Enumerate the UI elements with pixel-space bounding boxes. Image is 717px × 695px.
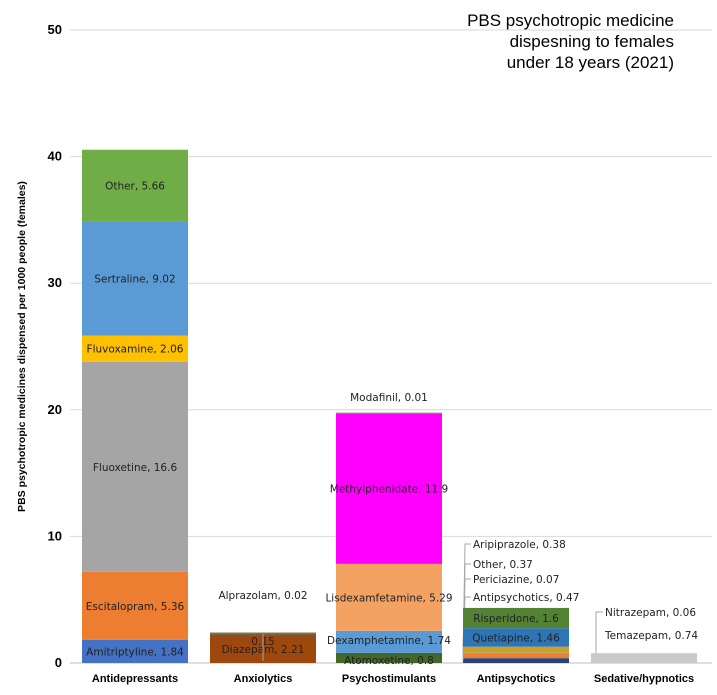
bar-segment <box>463 628 569 647</box>
data-label: Periciazine, 0.07 <box>473 574 559 586</box>
data-label: Alprazolam, 0.02 <box>218 590 307 602</box>
data-label: Fluoxetine, 16.6 <box>93 462 178 474</box>
leader-line <box>595 611 603 654</box>
x-category-label: Antidepressants <box>92 673 178 685</box>
bar-segment <box>336 630 442 653</box>
data-label: Other, 5.66 <box>105 181 165 193</box>
data-label: Amitriptyline, 1.84 <box>86 646 184 658</box>
data-label: Dexamphetamine, 1.74 <box>327 635 451 647</box>
x-category-label: Psychostimulants <box>342 673 436 685</box>
data-label: Antipsychotics, 0.47 <box>473 592 579 604</box>
data-label: Escitalopram, 5.36 <box>86 601 185 613</box>
y-tick-label: 30 <box>48 275 62 290</box>
bar-segment <box>82 335 188 362</box>
data-label: Aripiprazole, 0.38 <box>473 539 566 551</box>
bar-segment <box>591 653 697 663</box>
chart-title-line: dispesning to females <box>510 32 674 51</box>
bar-stack-sedative-hypnotics: Temazepam, 0.74 Nitrazepam, 0.06 <box>591 607 698 663</box>
chart-title-line: under 18 years (2021) <box>507 53 674 72</box>
data-label: Fluvoxamine, 2.06 <box>87 344 184 356</box>
bar-stack-antidepressants: Amitriptyline, 1.84 Escitalopram, 5.36 Flu… <box>82 149 188 663</box>
chart-title-line: PBS psychotropic medicine <box>467 11 674 30</box>
bar-segment <box>82 639 188 663</box>
bar-segment <box>82 361 188 572</box>
data-label: Other, 0.37 <box>473 559 533 571</box>
bar-segment <box>463 652 569 654</box>
bar-segment <box>82 221 188 336</box>
data-label: Sertraline, 9.02 <box>94 274 175 286</box>
bar-segment <box>82 571 188 640</box>
data-label: Temazepam, 0.74 <box>604 630 698 642</box>
bar-segment <box>463 607 569 629</box>
bar-segment <box>210 632 316 634</box>
bar-segment <box>336 652 442 663</box>
bar-segment <box>463 658 569 663</box>
y-axis-label: PBS psychotropic medicines dispensed per… <box>16 181 28 512</box>
data-label: Modafinil, 0.01 <box>350 392 428 404</box>
bar-segment <box>336 413 442 564</box>
x-category-label: Anxiolytics <box>234 673 293 685</box>
y-tick-label: 0 <box>55 655 62 670</box>
y-tick-label: 40 <box>48 149 62 164</box>
bar-segment <box>463 646 569 653</box>
bar-segment <box>82 149 188 222</box>
y-tick-label: 10 <box>48 528 62 543</box>
data-label: Risperidone, 1.6 <box>473 613 559 625</box>
y-tick-label: 50 <box>48 22 62 37</box>
bar-segment <box>463 653 569 659</box>
x-category-label: Antipsychotics <box>477 673 556 685</box>
bar-segment <box>336 563 442 631</box>
bar-segment <box>336 412 442 414</box>
data-label: Lisdexamfetamine, 5.29 <box>325 592 452 604</box>
bar-stack-antipsychotics: Aripiprazole, 0.38 Other, 0.37 Periciazine… <box>462 539 579 663</box>
bar-segment <box>591 652 697 654</box>
data-label: Nitrazepam, 0.06 <box>605 607 696 619</box>
data-label: Methylphenidate, 11.9 <box>330 484 449 496</box>
data-label: Quetiapine, 1.46 <box>472 632 560 644</box>
x-category-label: Sedative/hypnotics <box>594 673 694 685</box>
y-tick-label: 20 <box>48 402 62 417</box>
data-label: Atomoxetine, 0.8 <box>344 655 434 667</box>
bar-stack-psychostimulants: Atomoxetine, 0.8 Dexamphetamine, 1.74 Lisd… <box>325 392 452 667</box>
